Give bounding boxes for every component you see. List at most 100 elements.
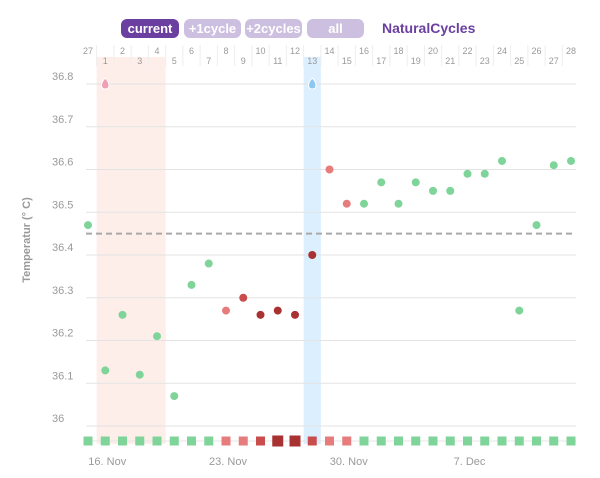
day-number-label: 3 — [137, 56, 142, 66]
day-number-label: 21 — [445, 56, 455, 66]
temperature-point — [84, 221, 92, 230]
temperature-point — [463, 169, 472, 178]
ovulation-egg-icon-shape — [308, 77, 317, 90]
y-tick-label: 36.7 — [52, 114, 73, 126]
temperature-point — [377, 178, 386, 187]
day-number-label: 9 — [241, 56, 246, 66]
day-number-label: 24 — [497, 46, 507, 56]
day-marker-square — [307, 436, 317, 446]
ovulation-egg-icon — [308, 77, 317, 90]
temperature-point — [239, 293, 248, 302]
temperature-point — [291, 310, 299, 319]
y-tick-label: 36.8 — [52, 71, 73, 83]
temperature-point — [204, 259, 213, 268]
day-number-label: 7 — [206, 56, 211, 66]
day-number-label: 5 — [172, 56, 177, 66]
day-marker-square — [256, 436, 265, 446]
day-number-label: 6 — [189, 46, 194, 56]
day-number-label: 23 — [480, 56, 490, 66]
day-marker-square — [135, 436, 145, 446]
day-number-label: 16 — [359, 46, 369, 56]
temperature-point — [135, 370, 144, 379]
y-tick-label: 36.6 — [52, 157, 73, 169]
y-axis-label: Temperatur (° C) — [21, 197, 33, 283]
day-number-label: 17 — [376, 56, 386, 66]
period-drop-icon — [101, 77, 110, 90]
temperature-point — [342, 199, 351, 208]
day-marker-square — [359, 436, 369, 446]
day-marker-square — [480, 436, 490, 446]
day-marker-square — [566, 436, 576, 446]
day-marker-square — [118, 436, 127, 446]
day-marker-square — [289, 435, 301, 447]
day-marker-square — [445, 436, 455, 446]
day-number-label: 11 — [273, 56, 282, 66]
ovulation-band — [303, 57, 321, 444]
tab-all[interactable]: all — [307, 19, 364, 38]
temperature-point — [549, 161, 558, 170]
x-date-label: 7. Dec — [454, 456, 486, 468]
temperature-point — [532, 221, 541, 230]
temperature-point — [498, 156, 506, 165]
tab-current[interactable]: current — [121, 19, 179, 38]
day-number-label: 27 — [83, 46, 93, 56]
day-marker-square — [169, 436, 179, 446]
temperature-point — [118, 310, 127, 319]
temperature-point — [429, 186, 437, 195]
y-tick-label: 36.5 — [52, 199, 73, 211]
temperature-point — [325, 165, 334, 174]
temperature-point — [446, 186, 455, 195]
day-marker-square — [204, 436, 214, 446]
temperature-point — [515, 306, 524, 315]
temperature-point — [394, 199, 403, 208]
day-marker-square — [532, 436, 541, 446]
day-marker-square — [411, 436, 421, 446]
day-number-label: 20 — [428, 46, 438, 56]
temperature-point — [360, 199, 368, 208]
day-number-label: 14 — [324, 46, 334, 56]
tab-plus-2-cycles[interactable]: +2cycles — [245, 19, 302, 38]
day-marker-square — [238, 436, 248, 446]
temperature-point — [153, 332, 161, 341]
temperature-point — [567, 156, 575, 165]
day-number-label: 26 — [531, 46, 541, 56]
day-marker-square — [325, 436, 334, 446]
day-marker-square — [376, 436, 386, 446]
day-number-label: 12 — [290, 46, 300, 56]
temperature-point — [273, 306, 282, 315]
period-drop-icon-shape — [101, 77, 110, 90]
y-tick-label: 36 — [52, 413, 64, 425]
day-number-label: 4 — [154, 46, 159, 56]
period-band — [96, 57, 166, 444]
temperature-point — [480, 169, 489, 178]
brand-title: NaturalCycles — [382, 20, 476, 36]
day-number-label: 10 — [255, 46, 265, 56]
y-tick-label: 36.2 — [52, 328, 73, 340]
cycle-tab-bar: current +1cycle +2cycles all NaturalCycl… — [0, 19, 600, 41]
day-marker-square — [272, 435, 284, 447]
day-number-label: 25 — [514, 56, 524, 66]
day-number-label: 1 — [103, 56, 108, 66]
x-date-label: 23. Nov — [209, 456, 247, 468]
y-tick-label: 36.1 — [52, 370, 73, 382]
tab-plus-1-cycle[interactable]: +1cycle — [184, 19, 241, 38]
day-number-label: 8 — [223, 46, 228, 56]
day-marker-square — [152, 436, 162, 446]
temperature-point — [187, 280, 196, 289]
day-number-label: 28 — [566, 46, 576, 56]
temperature-point — [308, 251, 317, 259]
day-marker-square — [221, 436, 231, 446]
day-number-label: 22 — [462, 46, 472, 56]
y-tick-label: 36.4 — [52, 242, 73, 254]
day-number-label: 27 — [549, 56, 559, 66]
day-marker-square — [497, 436, 507, 446]
y-tick-label: 36.3 — [52, 285, 73, 297]
x-date-label: 16. Nov — [88, 456, 126, 468]
day-marker-square — [100, 436, 110, 446]
day-number-label: 2 — [120, 46, 125, 56]
day-number-label: 15 — [342, 56, 352, 66]
x-date-label: 30. Nov — [330, 456, 368, 468]
day-marker-square — [83, 436, 93, 446]
day-number-label: 18 — [393, 46, 403, 56]
